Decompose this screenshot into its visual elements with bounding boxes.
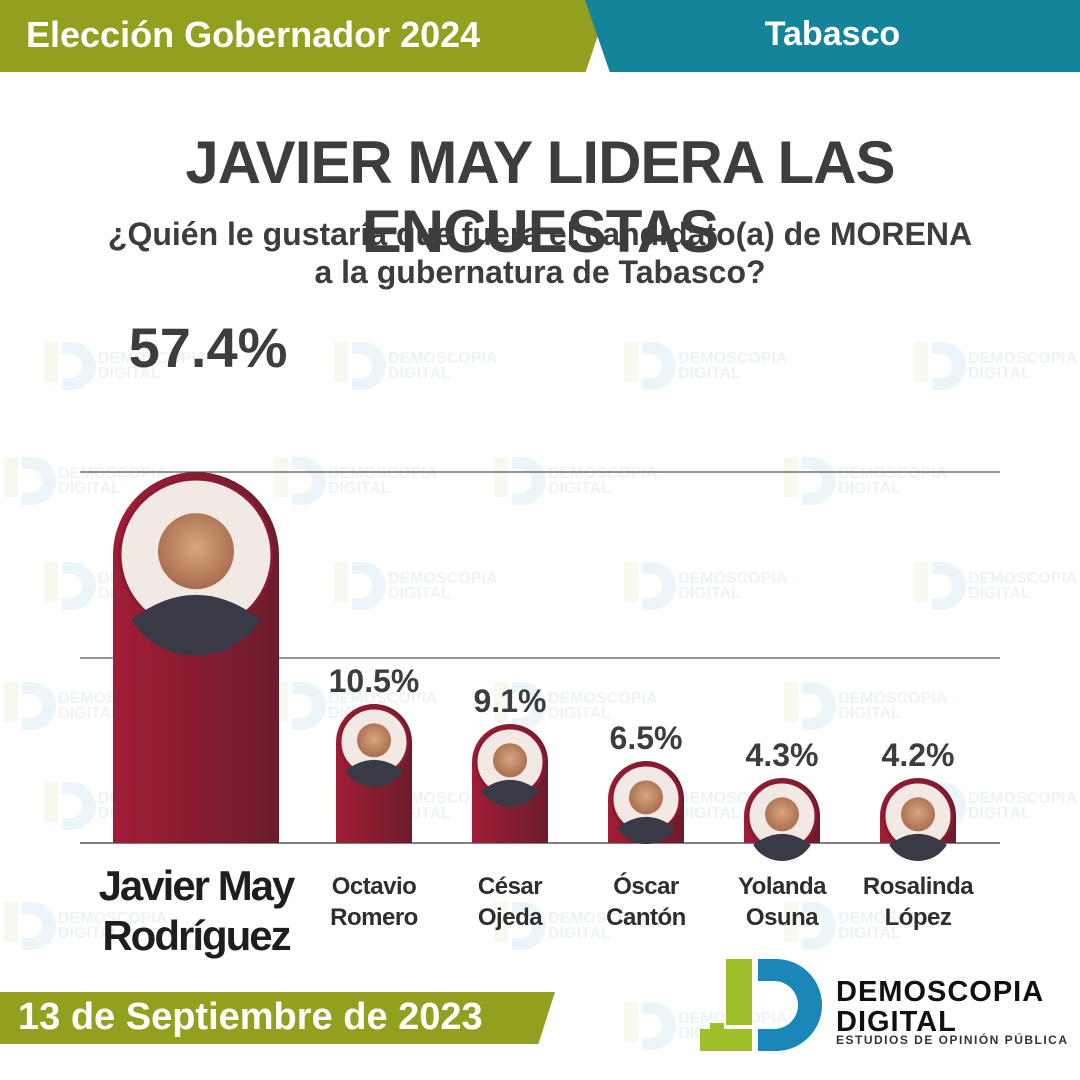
question-line-2: a la gubernatura de Tabasco? (314, 254, 766, 290)
brand-tagline: ESTUDIOS DE OPINIÓN PÚBLICA (836, 1033, 1069, 1047)
header-election-banner: Elección Gobernador 2024 (0, 0, 610, 72)
shoulders-icon (617, 816, 675, 845)
category-label: Octavio (332, 873, 417, 900)
category-label: Cantón (606, 904, 686, 931)
category-label: Osuna (746, 904, 819, 931)
brand-name-line-1: DEMOSCOPIA (836, 976, 1045, 1008)
value-label: 4.2% (882, 737, 955, 773)
face-icon (629, 780, 663, 815)
shoulders-icon (753, 833, 811, 861)
face-icon (158, 513, 234, 590)
shoulders-icon (345, 759, 403, 787)
shoulders-icon (889, 833, 947, 861)
date-banner: 13 de Septiembre de 2023 (0, 992, 555, 1044)
header-state-label: Tabasco (764, 15, 901, 53)
value-label: 4.3% (746, 737, 819, 773)
category-label: Yolanda (738, 873, 827, 900)
category-label: Javier May (99, 862, 296, 909)
category-label: Óscar (613, 872, 679, 900)
face-icon (493, 743, 527, 778)
header-state-banner: Tabasco (585, 0, 1080, 72)
brand-logo: DEMOSCOPIA DIGITAL ESTUDIOS DE OPINIÓN P… (700, 955, 1070, 1055)
brand-name-line-2: DIGITAL (836, 1006, 957, 1038)
header-election-label: Elección Gobernador 2024 (26, 14, 481, 55)
face-icon (357, 723, 391, 758)
shoulders-icon (131, 594, 261, 656)
face-icon (901, 797, 935, 832)
category-label: Ojeda (478, 904, 543, 931)
category-label: Romero (330, 904, 418, 931)
category-label: Rodríguez (102, 912, 290, 959)
headline: JAVIER MAY LIDERA LAS ENCUESTAS (185, 129, 895, 265)
face-icon (765, 797, 799, 832)
value-label: 9.1% (474, 683, 547, 719)
date-label: 13 de Septiembre de 2023 (18, 996, 483, 1038)
value-label: 10.5% (329, 663, 420, 699)
category-label: Rosalinda (863, 873, 974, 900)
question-line-1: ¿Quién le gustaría que fuera el candidat… (107, 216, 973, 252)
value-label: 6.5% (610, 720, 683, 756)
category-label: López (885, 904, 952, 931)
brand-d-icon (700, 959, 822, 1051)
category-label: César (478, 873, 542, 900)
shoulders-icon (481, 779, 539, 807)
value-label: 57.4% (129, 316, 288, 379)
